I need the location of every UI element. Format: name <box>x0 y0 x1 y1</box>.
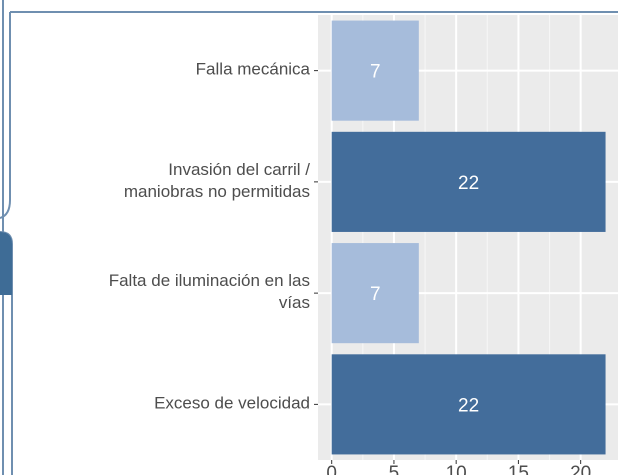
y-tick-label-line: Falla mecánica <box>196 60 311 79</box>
x-tick-label: 5 <box>389 463 400 475</box>
value-label: 22 <box>458 395 479 416</box>
bar <box>331 20 419 121</box>
y-tick-label: Falla mecánica <box>196 60 311 79</box>
x-tick-label: 15 <box>508 463 529 475</box>
y-tick-label: Falta de iluminación en las vías <box>109 272 310 313</box>
x-tick-label: 0 <box>326 463 337 475</box>
y-tick-label: Exceso de velocidad <box>154 394 310 413</box>
y-tick-label-line: vías <box>279 294 310 313</box>
value-label: 22 <box>458 173 479 194</box>
y-tick-label-line: maniobras no permitidas <box>124 182 310 201</box>
value-label: 7 <box>370 284 381 305</box>
y-tick-label-line: Invasión del carril / <box>168 160 310 179</box>
value-label: 7 <box>370 62 381 83</box>
x-tick-label: 10 <box>446 463 467 475</box>
bar <box>331 354 606 455</box>
x-tick-label: 20 <box>570 463 591 475</box>
y-tick-label-line: Falta de iluminación en las <box>109 272 310 291</box>
y-tick-label-line: Exceso de velocidad <box>154 394 310 413</box>
bar <box>331 131 606 232</box>
bar <box>331 243 419 344</box>
y-tick-label: Invasión del carril / maniobras no permit… <box>124 160 310 201</box>
